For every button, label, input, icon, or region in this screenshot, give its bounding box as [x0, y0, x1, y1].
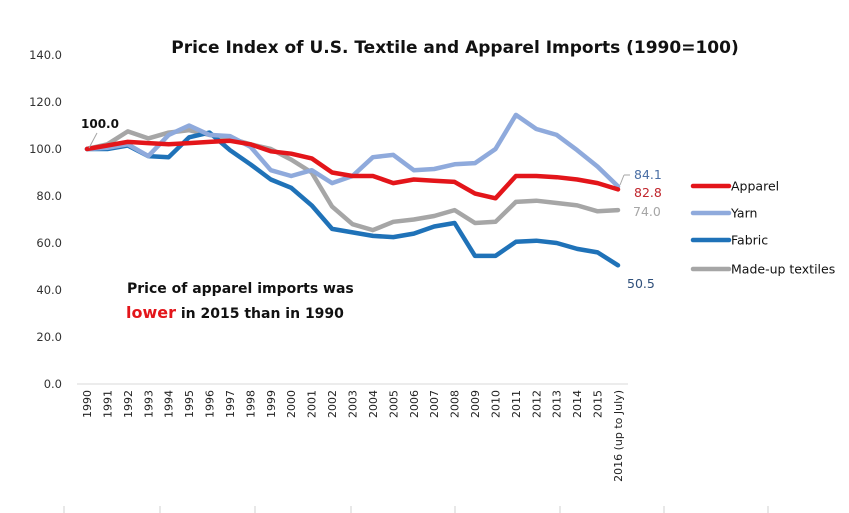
- end-label-apparel: 82.8: [634, 185, 662, 200]
- series-lines: [84, 112, 621, 268]
- note-highlight: lower: [126, 303, 176, 322]
- x-tick-label: 1999: [265, 390, 278, 418]
- end-label-made-up-textiles: 74.0: [633, 204, 661, 219]
- x-tick-label: 2013: [551, 390, 564, 418]
- x-tick-label: 2008: [449, 390, 462, 418]
- x-tick-label: 2012: [530, 390, 543, 418]
- yarn-leader-line: [619, 174, 625, 186]
- x-tick-label: 2003: [347, 390, 360, 418]
- end-label-yarn: 84.1: [634, 167, 662, 182]
- x-tick-label: 2000: [285, 390, 298, 418]
- series-line-fabric: [84, 130, 621, 268]
- x-tick-label: 2004: [367, 390, 380, 418]
- x-tick-label: 2011: [510, 390, 523, 418]
- start-leader-line: [88, 132, 98, 149]
- x-tick-label: 1994: [163, 390, 176, 418]
- y-tick-label: 20.0: [36, 330, 62, 344]
- y-tick-label: 0.0: [44, 377, 62, 391]
- legend-item-apparel: Apparel: [690, 179, 779, 194]
- x-tick-label: 2007: [428, 390, 441, 418]
- x-tick-label: 1996: [204, 390, 217, 418]
- x-tick-label: 2009: [469, 390, 482, 418]
- x-tick-label: 2014: [571, 390, 584, 418]
- x-tick-label: 2005: [387, 390, 400, 418]
- x-axis: 1990 1991 1992 1993 1994 1995 1996 1997 1998 1999…: [81, 390, 625, 482]
- y-tick-label: 80.0: [36, 189, 62, 203]
- y-tick-label: 100.0: [29, 142, 62, 156]
- legend-label: Apparel: [731, 179, 779, 194]
- annotation-note: Price of apparel imports was lower in 20…: [126, 281, 354, 322]
- note-line-1: Price of apparel imports was: [127, 281, 354, 297]
- legend-label: Fabric: [731, 233, 768, 248]
- legend-item-yarn: Yarn: [690, 206, 757, 221]
- series-line-apparel: [84, 138, 621, 201]
- x-tick-label: 2002: [326, 390, 339, 418]
- legend-label: Yarn: [730, 206, 757, 221]
- x-tick-label: 1993: [142, 390, 155, 418]
- legend: Apparel Yarn Fabric Made-up textiles: [690, 179, 835, 277]
- chart-title: Price Index of U.S. Textile and Apparel …: [171, 38, 738, 58]
- x-tick-label: 2010: [489, 390, 502, 418]
- legend-item-fabric: Fabric: [690, 233, 768, 248]
- x-tick-label: 1991: [101, 390, 114, 418]
- y-tick-label: 120.0: [29, 95, 62, 109]
- x-tick-label: 2016 (up to July): [612, 390, 625, 482]
- note-line-2: lower in 2015 than in 1990: [126, 303, 344, 322]
- x-tick-label: 2015: [592, 390, 605, 418]
- start-value-label: 100.0: [81, 117, 119, 131]
- note-rest: in 2015 than in 1990: [176, 306, 344, 322]
- start-annotation: 100.0: [81, 117, 119, 149]
- x-tick-label: 1997: [224, 390, 237, 418]
- x-tick-label: 1992: [122, 390, 135, 418]
- y-tick-label: 40.0: [36, 283, 62, 297]
- end-label-fabric: 50.5: [627, 276, 655, 291]
- x-tick-label: 1998: [244, 390, 257, 418]
- x-tick-label: 1990: [81, 390, 94, 418]
- y-tick-label: 60.0: [36, 236, 62, 250]
- y-tick-label: 140.0: [29, 48, 62, 62]
- x-tick-label: 2001: [306, 390, 319, 418]
- sheet-gridline-ticks: [63, 506, 769, 513]
- x-tick-label: 1995: [183, 390, 196, 418]
- legend-item-made-up-textiles: Made-up textiles: [690, 262, 835, 277]
- legend-label: Made-up textiles: [731, 262, 835, 277]
- end-labels: 82.8 84.1 50.5 74.0: [627, 167, 662, 291]
- y-axis: 0.0 20.0 40.0 60.0 80.0 100.0 120.0 140.0: [29, 48, 62, 391]
- x-tick-label: 2006: [408, 390, 421, 418]
